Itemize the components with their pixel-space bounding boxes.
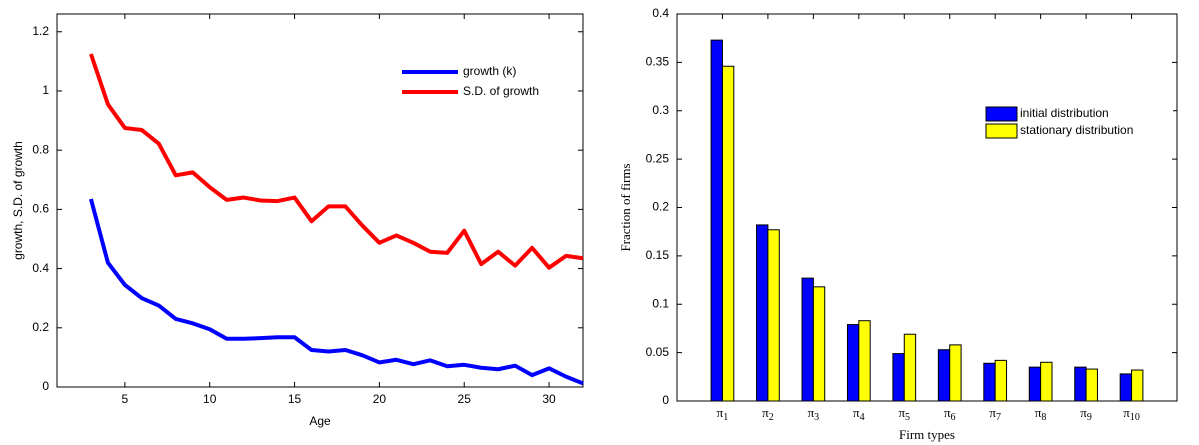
y-tick-label: 0.05 [646, 345, 670, 359]
plot-frame [56, 13, 584, 388]
bar [1040, 361, 1053, 402]
legend-swatch [985, 123, 1018, 139]
line-series [89, 198, 584, 386]
bar [1074, 366, 1087, 402]
x-tick-label: 15 [288, 392, 302, 406]
x-tick-label: π7 [989, 405, 1001, 423]
legend-label: stationary distribution [1020, 123, 1133, 137]
y-tick-label: 1.2 [32, 24, 49, 38]
bar [721, 65, 735, 402]
y-tick-label: 0 [662, 393, 669, 407]
bar [949, 344, 962, 402]
y-tick-label: 1 [42, 83, 49, 97]
bar [1119, 373, 1133, 402]
plot-frame [676, 13, 1178, 402]
bar [801, 277, 814, 402]
line-series [89, 53, 584, 270]
x-tick-label: 5 [122, 392, 129, 406]
x-tick-label: π9 [1080, 405, 1092, 423]
x-tick-label: π10 [1123, 405, 1140, 423]
y-tick-label: 0.8 [32, 142, 49, 156]
legend-swatch [985, 106, 1018, 122]
bar [812, 286, 826, 402]
y-axis-label: growth, S.D. of growth [11, 141, 25, 260]
y-tick-label: 0.1 [652, 296, 669, 310]
bar [858, 320, 871, 402]
x-tick-label: π4 [853, 405, 865, 423]
bar [892, 353, 905, 402]
y-axis-label: Fraction of firms [618, 163, 633, 251]
legend-label: S.D. of growth [463, 84, 539, 98]
x-tick-label: 10 [203, 392, 217, 406]
bar [994, 359, 1008, 402]
y-tick-label: 0.2 [32, 320, 49, 334]
legend-label: growth (k) [463, 64, 516, 78]
x-tick-label: 30 [542, 392, 556, 406]
y-tick-label: 0.35 [646, 55, 670, 69]
y-tick-label: 0.2 [652, 200, 669, 214]
x-tick-label: π8 [1035, 405, 1047, 423]
y-tick-label: 0.6 [32, 202, 49, 216]
x-tick-label: 25 [458, 392, 472, 406]
x-tick-label: 20 [373, 392, 387, 406]
bar [1085, 368, 1098, 402]
y-tick-label: 0.15 [646, 248, 670, 262]
bar [937, 349, 951, 402]
x-tick-label: π1 [717, 405, 729, 423]
x-tick-label: π3 [808, 405, 820, 423]
legend-label: initial distribution [1020, 106, 1109, 120]
bar [1131, 369, 1144, 402]
y-tick-label: 0.25 [646, 151, 670, 165]
y-tick-label: 0.4 [652, 6, 669, 20]
x-tick-label: π2 [762, 405, 774, 423]
y-tick-label: 0 [42, 379, 49, 393]
bar [846, 324, 860, 402]
x-tick-label: π5 [898, 405, 910, 423]
bar [983, 362, 996, 402]
bar [767, 229, 780, 402]
y-tick-label: 0.4 [32, 261, 49, 275]
bar [756, 224, 769, 402]
x-tick-label: π6 [944, 405, 956, 423]
bar [903, 333, 917, 402]
x-axis-label: Firm types [899, 427, 955, 442]
x-axis-label: Age [309, 414, 331, 428]
bar [1028, 366, 1042, 402]
bar [710, 39, 723, 402]
y-tick-label: 0.3 [652, 103, 669, 117]
